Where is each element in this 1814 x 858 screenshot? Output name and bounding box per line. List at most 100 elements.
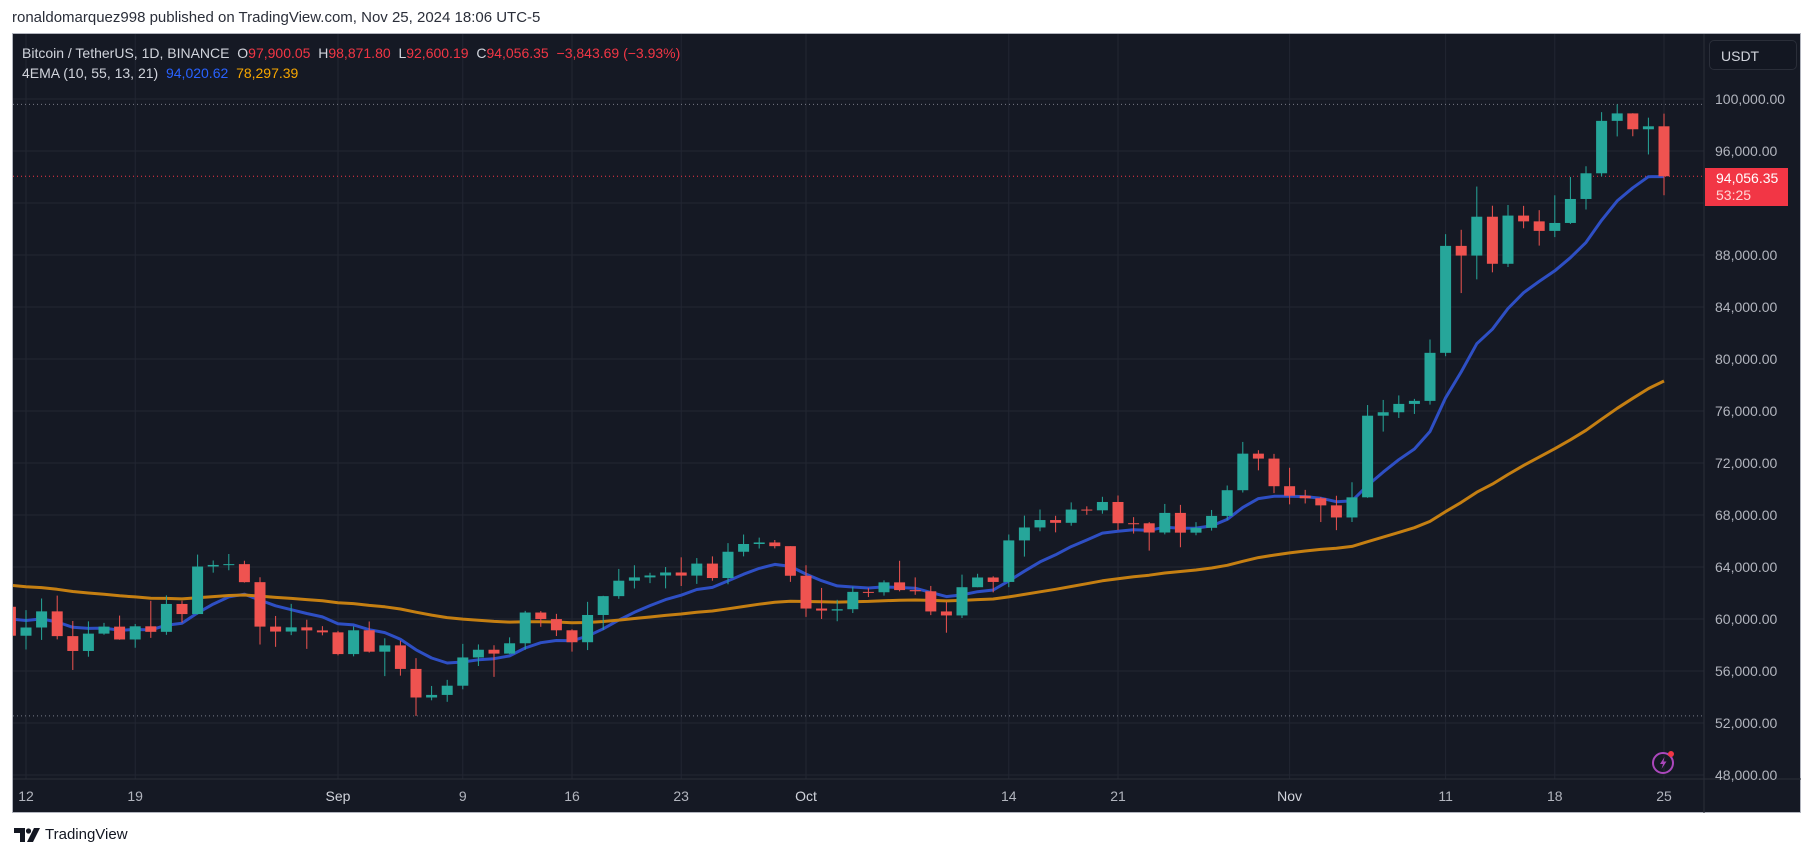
candle-body (878, 582, 890, 593)
candle-body (316, 630, 328, 633)
tradingview-logo[interactable]: TradingView (14, 826, 128, 843)
candle-body (301, 627, 313, 631)
candle-body (1346, 497, 1358, 518)
candle-body (940, 611, 952, 616)
candle-body (519, 612, 531, 644)
candle-body (550, 619, 562, 631)
candle-body (1112, 501, 1124, 524)
candle-body (1268, 458, 1280, 487)
chart-frame[interactable] (12, 33, 1801, 813)
candle-body (769, 542, 781, 547)
candle-body (394, 645, 406, 669)
candle-countdown: 53:25 (1716, 187, 1752, 203)
candle-body (566, 630, 578, 643)
candle-body (1206, 515, 1218, 528)
time-label: 25 (1656, 788, 1672, 804)
candle-body (410, 668, 422, 698)
candle-body (1440, 245, 1452, 353)
candle-body (1081, 509, 1093, 511)
ema55-value: 78,297.39 (236, 65, 299, 81)
price-label: 60,000.00 (1715, 611, 1778, 627)
currency-button[interactable]: USDT (1709, 40, 1797, 70)
candle-body (738, 544, 750, 552)
candle-body (1128, 523, 1140, 525)
candle-body (1564, 198, 1576, 223)
candle-body (894, 582, 906, 591)
candle-body (987, 577, 999, 582)
candle-body (1034, 520, 1046, 528)
candle-body (722, 551, 734, 579)
price-label: 76,000.00 (1715, 403, 1778, 419)
candle-body (441, 685, 453, 695)
candle-body (1471, 216, 1483, 256)
time-label: Sep (325, 788, 351, 804)
candle-body (1065, 509, 1077, 523)
publish-info: ronaldomarquez998 published on TradingVi… (12, 9, 541, 26)
price-label: 56,000.00 (1715, 663, 1778, 679)
high-value: 98,871.80 (328, 45, 391, 61)
candle-body (1502, 215, 1514, 264)
candle-body (613, 580, 625, 597)
candle-body (1596, 120, 1608, 174)
candle-body (51, 611, 63, 637)
brand-name: TradingView (45, 826, 128, 843)
close-label: C (476, 45, 487, 61)
candle-body (426, 694, 438, 698)
candle-body (176, 603, 188, 615)
candle-body (800, 575, 812, 609)
candle-body (472, 649, 484, 658)
price-label: 52,000.00 (1715, 715, 1778, 731)
candle-body (862, 591, 874, 593)
candle-body (1377, 412, 1389, 416)
time-label: 12 (18, 788, 34, 804)
indicator-title[interactable]: 4EMA (10, 55, 13, 21) (22, 65, 159, 81)
time-label: 21 (1110, 788, 1126, 804)
candle-body (13, 606, 16, 636)
candle-body (1252, 453, 1264, 459)
indicator-legend: 4EMA (10, 55, 13, 21) 94,020.62 78,297.3… (22, 65, 298, 81)
time-label: 14 (1001, 788, 1017, 804)
time-label: 16 (564, 788, 580, 804)
time-label: Nov (1277, 788, 1303, 804)
candle-body (1315, 498, 1327, 506)
price-label: 88,000.00 (1715, 247, 1778, 263)
candle-body (582, 614, 594, 643)
candle-body (223, 564, 235, 566)
candle-body (1018, 527, 1030, 541)
time-label: 18 (1547, 788, 1563, 804)
lightning-alert-icon[interactable] (1651, 749, 1677, 775)
candle-body (1299, 495, 1311, 499)
candle-body (457, 657, 469, 686)
ema10-line (13, 175, 1665, 665)
symbol-title[interactable]: Bitcoin / TetherUS, 1D, BINANCE (22, 45, 230, 61)
candle-body (98, 626, 110, 634)
candle-body (1003, 540, 1015, 582)
tradingview-logo-icon (14, 827, 40, 842)
high-label: H (318, 45, 329, 61)
candle-body (254, 582, 266, 627)
candle-body (270, 626, 282, 632)
candle-body (1159, 512, 1171, 533)
candle-body (1362, 415, 1374, 498)
candle-body (1330, 505, 1342, 518)
candle-body (363, 630, 375, 652)
candle-body (379, 645, 391, 652)
candle-body (597, 596, 609, 615)
time-label: 9 (458, 788, 467, 804)
candle-body (1190, 527, 1202, 533)
candle-body (285, 627, 297, 632)
candle-body (238, 564, 250, 583)
candle-body (160, 603, 172, 632)
candle-body (1627, 113, 1639, 130)
candle-body (488, 649, 500, 654)
price-label: 84,000.00 (1715, 299, 1778, 315)
price-label: 72,000.00 (1715, 455, 1778, 471)
candle-body (1611, 113, 1623, 121)
price-label: 48,000.00 (1715, 767, 1778, 783)
candle-body (1486, 216, 1498, 264)
candle-body (82, 633, 94, 651)
candle-body (1642, 126, 1654, 130)
candle-body (956, 587, 968, 616)
candle-body (925, 591, 937, 612)
